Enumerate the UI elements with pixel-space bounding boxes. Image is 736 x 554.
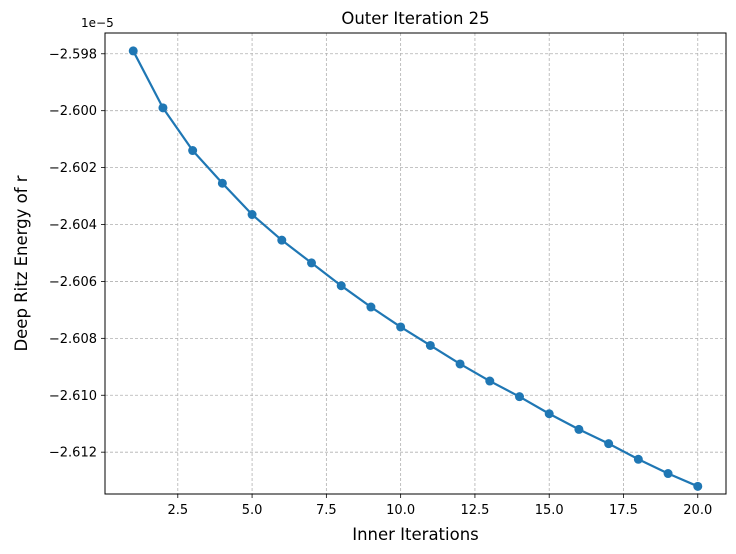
data-point [307,258,317,268]
x-tick-label: 10.0 [386,503,415,518]
chart-title: Outer Iteration 25 [341,9,489,28]
y-tick-label: −2.602 [49,161,97,176]
y-axis-label: Deep Ritz Energy of r [12,175,31,351]
y-axis: −2.598 −2.600 −2.602 −2.604 −2.606 −2.608 −2.6… [49,47,105,461]
data-point [425,340,435,350]
series-layer [128,46,703,491]
data-point [514,392,524,402]
data-point [336,281,346,291]
series-line [132,50,699,488]
data-point [485,376,495,386]
data-point [277,235,287,245]
data-point [663,469,673,479]
y-tick-label: −2.608 [49,332,97,347]
data-point [128,46,138,56]
data-point [188,146,198,156]
x-tick-label: 5.0 [242,503,263,518]
x-tick-label: 7.5 [316,503,337,518]
y-tick-label: −2.598 [49,47,97,62]
data-point [247,210,257,220]
x-tick-label: 15.0 [535,503,564,518]
data-point [217,178,227,188]
y-offset-label: 1e−5 [81,16,114,30]
plot-frame [104,32,727,495]
data-point [604,439,614,449]
y-tick-label: −2.600 [49,104,97,119]
data-point [455,359,465,369]
y-tick-label: −2.604 [49,218,97,233]
x-tick-label: 17.5 [609,503,638,518]
data-point [366,302,376,312]
x-tick-label: 20.0 [683,503,712,518]
x-axis: 2.5 5.0 7.5 10.0 12.5 15.0 17.5 20.0 [167,494,712,518]
data-point [633,454,643,464]
x-tick-label: 12.5 [460,503,489,518]
grid [105,33,726,494]
data-point [693,481,703,491]
data-point [574,424,584,434]
y-tick-label: −2.612 [49,446,97,461]
data-point [158,103,168,113]
x-axis-label: Inner Iterations [352,525,479,544]
y-tick-label: −2.606 [49,275,97,290]
x-tick-label: 2.5 [167,503,188,518]
y-tick-label: −2.610 [49,389,97,404]
data-point [544,409,554,419]
data-point [396,322,406,332]
